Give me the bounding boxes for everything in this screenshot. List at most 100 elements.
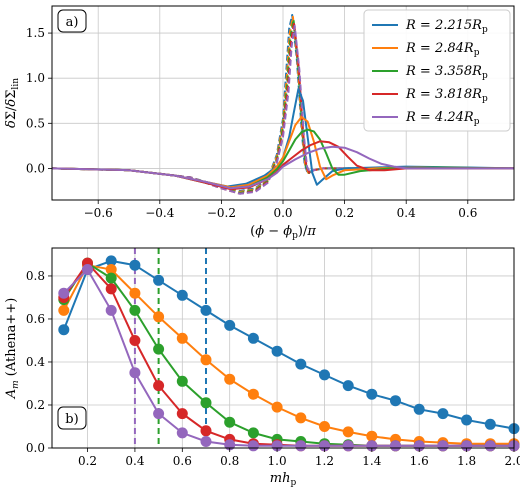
b-series-point bbox=[200, 436, 212, 447]
legend-label: R = 2.215Rp bbox=[405, 18, 488, 35]
a-series-dashed-line bbox=[51, 15, 514, 193]
a-ytick-label: 1.0 bbox=[26, 71, 45, 85]
panel-b-frame bbox=[51, 247, 515, 449]
panel-a-xticks: −0.6 −0.4 −0.2 0.0 0.2 0.4 0.6 bbox=[84, 200, 477, 220]
panel-b-vlines bbox=[133, 248, 207, 448]
b-series-point bbox=[247, 332, 259, 344]
b-ytick-label: 0.2 bbox=[26, 398, 45, 412]
a-ytick-label: 0.0 bbox=[26, 161, 45, 175]
panel-b-yticks: 0.0 0.2 0.4 0.6 0.8 bbox=[26, 269, 52, 455]
legend-label: R = 2.84Rp bbox=[405, 41, 480, 58]
a-xtick-label: 0.0 bbox=[273, 206, 292, 220]
b-series-point bbox=[413, 440, 425, 452]
b-series-point bbox=[105, 283, 117, 295]
b-series-point bbox=[390, 440, 401, 452]
b-xtick-label: 0.2 bbox=[78, 454, 97, 468]
b-series-point bbox=[105, 272, 117, 284]
b-series-point bbox=[129, 335, 141, 346]
b-series-point bbox=[484, 440, 496, 452]
b-series-point bbox=[271, 345, 283, 357]
b-series-point bbox=[224, 416, 236, 428]
a-xtick-label: −0.4 bbox=[145, 206, 175, 220]
b-series-point bbox=[366, 388, 378, 400]
b-series-point bbox=[342, 440, 354, 452]
panel-a-tag-text: a) bbox=[66, 15, 79, 30]
b-series-point bbox=[153, 274, 165, 286]
panel-b-tag-text: b) bbox=[65, 412, 78, 427]
a-xtick-label: 0.2 bbox=[335, 206, 354, 220]
b-series-point bbox=[176, 408, 188, 420]
a-ytick-label: 1.5 bbox=[26, 26, 45, 40]
panel-a-yticks: 0.0 0.5 1.0 1.5 bbox=[26, 26, 52, 175]
b-series-point bbox=[200, 397, 212, 409]
legend: R = 2.215Rp R = 2.84Rp R = 3.358Rp R = 3.81… bbox=[363, 9, 511, 132]
panel-b-xlabel: mhp bbox=[270, 471, 297, 488]
b-xtick-label: 2.0 bbox=[504, 454, 520, 468]
b-series-point bbox=[247, 427, 259, 439]
b-series-point bbox=[247, 388, 259, 400]
b-xtick-label: 1.2 bbox=[315, 454, 334, 468]
panel-b-lines bbox=[58, 255, 520, 452]
b-series-point bbox=[461, 414, 473, 426]
a-series-solid-line bbox=[51, 145, 514, 190]
b-series-point bbox=[58, 287, 70, 299]
b-series-point bbox=[319, 440, 330, 452]
b-series-point bbox=[224, 373, 236, 385]
b-series-point bbox=[319, 369, 330, 381]
b-series-point bbox=[484, 418, 496, 430]
panel-b: 0.2 0.4 0.6 0.8 1.0 1.2 1.4 1.6 1.8 2.0 0.0 0.2 0.4… bbox=[4, 247, 520, 488]
b-series-point bbox=[82, 264, 93, 275]
panel-a-lines bbox=[51, 14, 515, 195]
b-series-point bbox=[129, 367, 141, 379]
panel-a-tag: a) bbox=[57, 9, 87, 33]
b-ytick-label: 0.4 bbox=[26, 355, 45, 369]
b-series-point bbox=[58, 304, 70, 316]
panel-a-ylabel: δΣ/δΣlin bbox=[4, 78, 21, 128]
b-series-point bbox=[129, 287, 141, 299]
b-series-line bbox=[62, 259, 515, 430]
a-series-dashed-line bbox=[51, 21, 514, 195]
b-series-point bbox=[105, 264, 117, 275]
b-series-point bbox=[200, 425, 212, 437]
legend-label: R = 4.24Rp bbox=[405, 110, 480, 127]
b-series-point bbox=[271, 401, 283, 413]
b-xtick-label: 0.8 bbox=[220, 454, 239, 468]
b-series-point bbox=[390, 395, 401, 407]
b-series-point bbox=[461, 440, 473, 452]
b-xtick-label: 1.6 bbox=[410, 454, 429, 468]
b-series-point bbox=[437, 440, 449, 452]
b-series-point bbox=[200, 354, 212, 366]
b-series-point bbox=[153, 311, 165, 323]
b-series-point bbox=[200, 304, 212, 316]
b-series-point bbox=[342, 380, 354, 392]
b-series-point bbox=[58, 324, 70, 336]
b-series-point bbox=[366, 430, 378, 442]
b-series-point bbox=[295, 412, 307, 424]
b-series-point bbox=[319, 421, 330, 432]
a-xtick-label: 0.4 bbox=[397, 206, 416, 220]
b-ytick-label: 0.0 bbox=[26, 441, 45, 455]
legend-label: R = 3.358Rp bbox=[405, 64, 488, 81]
legend-box bbox=[363, 9, 511, 132]
b-series-point bbox=[153, 343, 165, 355]
b-xtick-label: 0.4 bbox=[125, 454, 144, 468]
b-xtick-label: 1.8 bbox=[457, 454, 476, 468]
b-series-point bbox=[176, 375, 188, 387]
b-series-point bbox=[176, 427, 188, 439]
a-xtick-label: −0.6 bbox=[84, 206, 113, 220]
a-xtick-label: 0.6 bbox=[458, 206, 477, 220]
b-ytick-label: 0.8 bbox=[26, 269, 45, 283]
b-series-point bbox=[437, 408, 449, 420]
a-ytick-label: 0.5 bbox=[26, 116, 45, 130]
panel-b-ylabel: Am (Athena++) bbox=[4, 298, 21, 400]
b-series-point bbox=[153, 408, 165, 420]
b-series-point bbox=[271, 440, 283, 452]
b-series-point bbox=[224, 319, 236, 331]
b-series-point bbox=[366, 440, 378, 452]
b-series-point bbox=[413, 403, 425, 415]
a-xtick-label: −0.2 bbox=[207, 206, 236, 220]
b-xtick-label: 0.6 bbox=[173, 454, 192, 468]
b-series-point bbox=[105, 255, 117, 267]
panel-a: −0.6 −0.4 −0.2 0.0 0.2 0.4 0.6 0.0 0.5 1.0 1.5 a)… bbox=[4, 5, 515, 241]
